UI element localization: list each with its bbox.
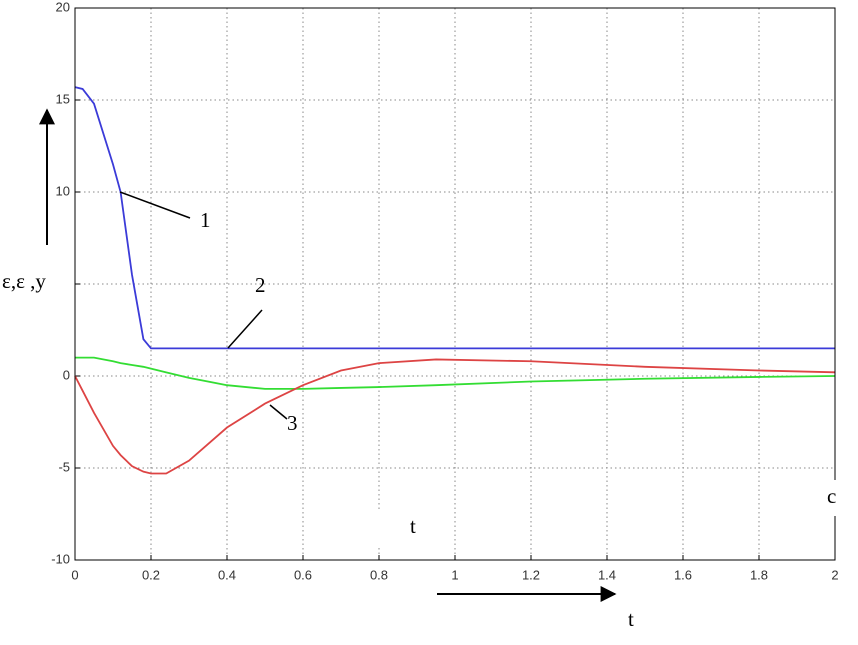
x-tick-label: 0.8 [370, 567, 388, 582]
y-tick-label: -10 [51, 551, 70, 566]
x-tick-label: 0 [71, 567, 78, 582]
tick-labels: 00.20.40.60.811.21.41.61.82-10-505101520 [51, 0, 838, 582]
y-tick-label: 15 [56, 91, 70, 106]
label-backdrop [372, 510, 432, 546]
x-tick-label: 1 [451, 567, 458, 582]
annotation: 1 [200, 208, 211, 232]
x-tick-label: 1.4 [598, 567, 616, 582]
x-tick-label: 0.6 [294, 567, 312, 582]
annotation: 3 [287, 411, 298, 435]
annotation: 2 [255, 273, 266, 297]
leader-line [119, 191, 191, 219]
x-unit: c [827, 484, 836, 508]
x-tick-label: 2 [831, 567, 838, 582]
series-line [74, 358, 836, 475]
plot-frame [74, 7, 836, 561]
x-label: t [410, 514, 416, 538]
x-label-2: t [628, 607, 634, 631]
series-line [75, 356, 836, 390]
y-tick-label: 20 [56, 0, 70, 14]
x-tick-label: 1.8 [750, 567, 768, 582]
x-tick-label: 1.2 [522, 567, 540, 582]
label-backdrop [0, 262, 72, 312]
lines [74, 86, 836, 475]
x-tick-label: 1.6 [674, 567, 692, 582]
series-line [74, 86, 835, 350]
label-backdrop [818, 480, 858, 516]
leader-line [269, 404, 288, 420]
y-tick-label: 0 [63, 367, 70, 382]
grid [74, 7, 836, 561]
y-tick-label: 10 [56, 183, 70, 198]
x-tick-label: 0.2 [142, 567, 160, 582]
y-label: ε,ε ,y [2, 269, 46, 293]
y-tick-label: -5 [58, 459, 70, 474]
leader-line [227, 309, 263, 349]
x-tick-label: 0.4 [218, 567, 236, 582]
